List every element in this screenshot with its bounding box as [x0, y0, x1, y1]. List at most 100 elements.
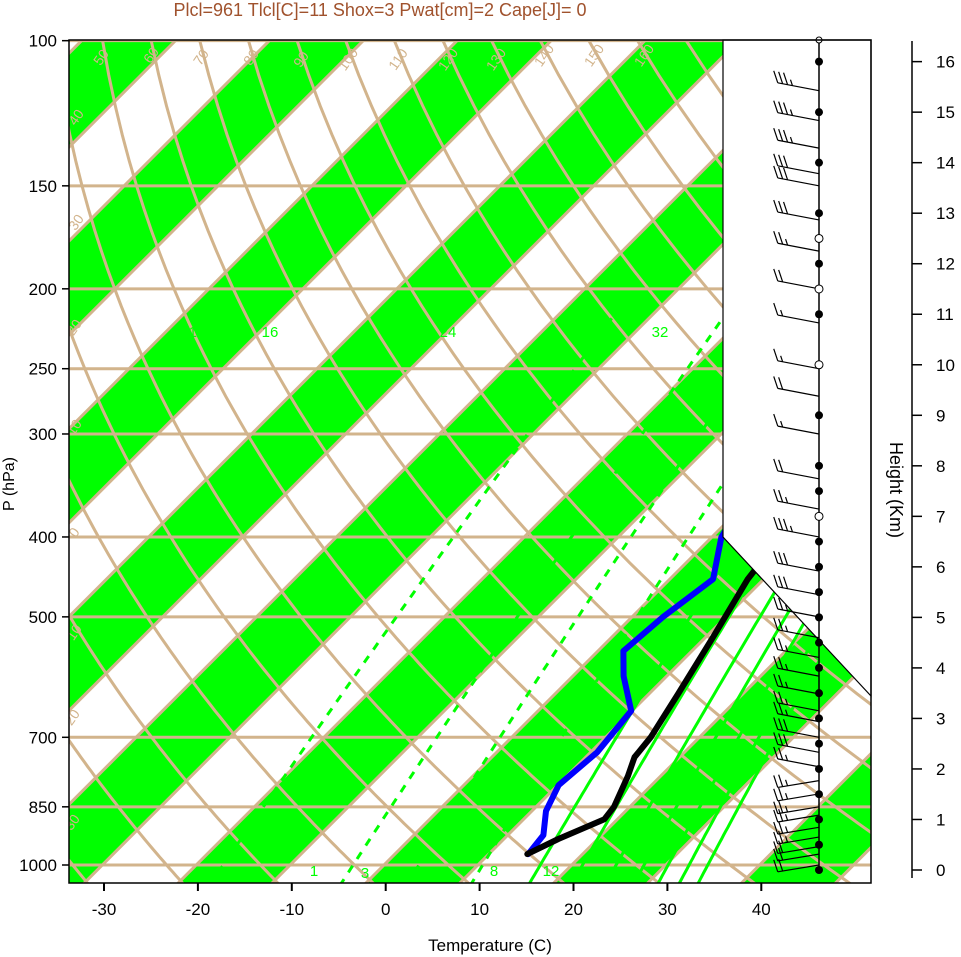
wind-barb-flag [778, 821, 784, 834]
wind-barb-flag [773, 302, 779, 316]
wind-barb-flag [773, 831, 779, 845]
wind-barb [773, 268, 820, 290]
height-tick-label: 16 [936, 53, 955, 72]
dry-adiabat [393, 40, 871, 644]
wind-barb-flag [778, 718, 784, 731]
wind-barb [773, 199, 820, 221]
mixing-ratio-label: 12 [189, 324, 206, 341]
wind-barb-half-flag [784, 826, 789, 833]
wind-barb-flag [778, 517, 784, 531]
dry-adiabat [69, 122, 566, 883]
wind-barb [773, 840, 820, 855]
wind-barb-flag [782, 734, 789, 747]
wind-barb-shaft [777, 780, 820, 789]
temperature-tick-label: 10 [470, 900, 489, 919]
height-marker [815, 57, 823, 66]
isotherm [0, 22, 6, 886]
wind-barb-shaft [777, 586, 820, 596]
mixing-ratio-label: 24 [440, 324, 457, 341]
height-marker [815, 158, 823, 167]
wind-barb-flag [778, 747, 784, 761]
wind-barb-half-flag [789, 79, 794, 86]
wind-barb-flag [782, 201, 789, 215]
wind-barb [773, 165, 820, 187]
height-marker-hollow [814, 284, 824, 294]
wind-barb-half-flag [784, 238, 789, 246]
wind-barb-flag [773, 788, 779, 801]
height-marker [815, 588, 823, 597]
wind-barb-flag [773, 231, 779, 244]
height-tick-label: 0 [936, 861, 945, 880]
dry-adiabat [69, 737, 185, 883]
isotherm [69, 40, 836, 807]
wind-barb [773, 787, 820, 802]
wind-barb-half-flag [784, 496, 789, 504]
wind-barb-half-flag [780, 309, 784, 317]
temperature-tick-label: 20 [564, 900, 583, 919]
wind-barb-half-flag [784, 754, 789, 761]
wind-barb [773, 70, 820, 92]
height-marker [815, 487, 823, 496]
wind-barb-flag [773, 128, 779, 141]
wind-barb-half-flag [784, 681, 789, 689]
wind-barb-flag [778, 269, 784, 283]
wind-barb-shaft [777, 826, 820, 835]
wind-barb-shaft [777, 608, 820, 618]
wind-barb-shaft [777, 793, 820, 802]
wind-barb-flag [773, 596, 779, 610]
height-tick-label: 6 [936, 558, 945, 577]
wind-barb-shaft [777, 242, 820, 252]
height-tick-label: 3 [936, 709, 945, 728]
temperature-tick-label: 30 [658, 900, 677, 919]
mixing-ratio-line [405, 287, 800, 883]
height-tick-label: 14 [936, 154, 955, 173]
height-tick-label: 12 [936, 255, 955, 274]
wind-profile [773, 36, 824, 874]
wind-barb-shaft [777, 360, 820, 370]
dry-adiabat [344, 40, 871, 707]
wind-barb-half-flag [784, 805, 789, 813]
mixing-ratio-line [656, 506, 871, 883]
wind-barb-flag [778, 200, 784, 214]
dewpoint-series-line [525, 335, 871, 858]
height-marker [815, 209, 823, 218]
mixing-ratio-label: 16 [262, 324, 279, 341]
wind-barb-flag [782, 72, 789, 85]
wind-barb [773, 746, 820, 768]
mixing-ratio-line [339, 287, 745, 883]
mixing-ratio-line [696, 566, 871, 883]
wind-barb-flag [773, 859, 779, 873]
wind-barb-shaft [777, 314, 820, 324]
height-tick-label: 11 [936, 305, 954, 324]
wind-barb-half-flag [784, 779, 789, 787]
wind-barb [773, 551, 820, 572]
mixing-ratio-label: 1 [310, 863, 318, 880]
wind-barb-flag [778, 800, 784, 814]
dry-adiabat [69, 612, 280, 883]
wind-barb-flag [782, 719, 789, 732]
wind-barb-flag [773, 656, 779, 669]
wind-barb-flag [773, 376, 779, 389]
wind-barb-flag [778, 71, 784, 84]
height-marker [815, 764, 823, 773]
wind-barb-flag [773, 458, 779, 472]
pressure-tick-label: 500 [29, 608, 57, 627]
wind-barb-shaft [777, 728, 820, 738]
height-tick-label: 15 [936, 103, 955, 122]
wind-barb-half-flag [784, 604, 789, 612]
height-tick-label: 1 [936, 810, 945, 829]
temperature-tick-label: -10 [280, 900, 305, 919]
wind-barb-shaft [777, 864, 820, 873]
wind-barb-shaft [777, 713, 820, 723]
wind-barb-flag [778, 787, 784, 801]
temperature-axis: -30 -20 -10 0 10 20 30 40 [92, 883, 771, 919]
wind-barb [773, 153, 820, 175]
wind-barb [773, 690, 820, 712]
height-marker-hollow [814, 233, 824, 243]
wind-barb [773, 231, 820, 252]
temperature-tick-label: -20 [186, 900, 211, 919]
y-axis-label: P (hPa) [1, 457, 18, 511]
wind-barb-shaft [777, 648, 820, 659]
mixing-ratio-label: 3 [361, 865, 369, 882]
